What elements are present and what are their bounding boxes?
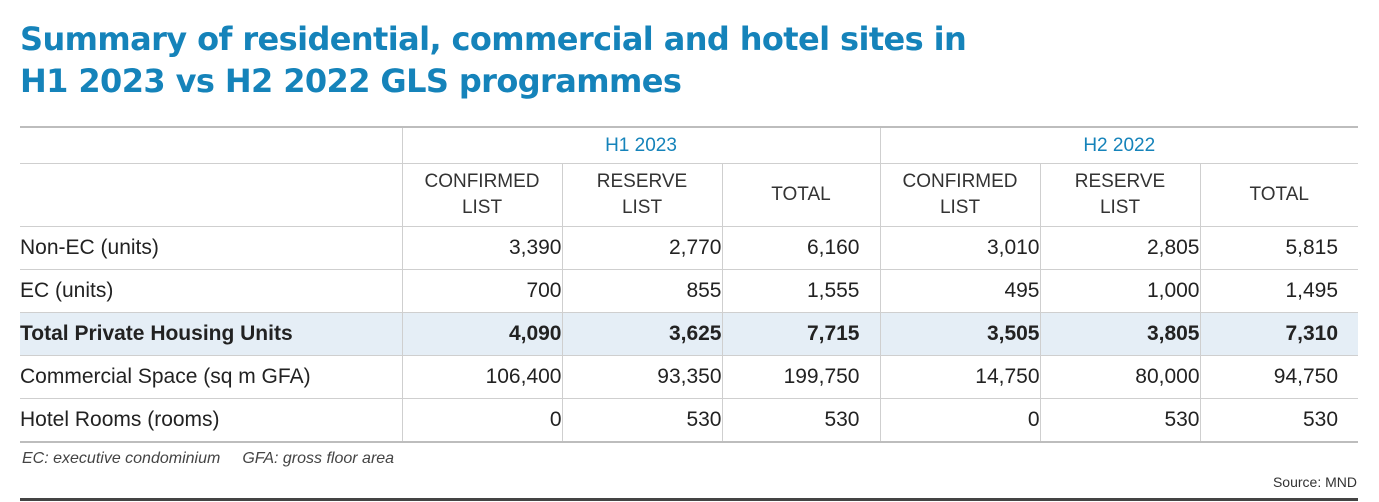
table-cell: 94,750 bbox=[1199, 355, 1359, 399]
table-cell: 3,805 bbox=[1039, 312, 1200, 356]
table-cell: 495 bbox=[879, 269, 1040, 313]
footnote-ec: EC: executive condominium bbox=[22, 450, 221, 467]
table-cell: 1,555 bbox=[721, 269, 880, 313]
table-cell: 530 bbox=[721, 398, 880, 442]
table-cell: 2,805 bbox=[1039, 226, 1200, 270]
table-cell: 106,400 bbox=[401, 355, 562, 399]
column-header-text: RESERVE bbox=[1074, 171, 1166, 192]
table-cell: 14,750 bbox=[879, 355, 1040, 399]
table-cell: 80,000 bbox=[1039, 355, 1200, 399]
column-header-text: TOTAL bbox=[1249, 184, 1309, 205]
table-cell: 3,390 bbox=[401, 226, 562, 270]
footnote-gfa: GFA: gross floor area bbox=[242, 450, 395, 467]
bottom-divider bbox=[20, 498, 1358, 501]
table-cell: 5,815 bbox=[1199, 226, 1359, 270]
group-header-h2-2022: H2 2022 bbox=[879, 127, 1359, 164]
column-header-text: LIST bbox=[1099, 197, 1141, 218]
table-cell: 530 bbox=[1199, 398, 1359, 442]
column-header-h2-total: TOTAL bbox=[1199, 163, 1359, 227]
group-header-h1-2023: H1 2023 bbox=[401, 127, 880, 164]
page-title: Summary of residential, commercial and h… bbox=[20, 18, 1120, 102]
table-row-total-private-housing: Total Private Housing Units 4,090 3,625 … bbox=[20, 312, 1359, 356]
column-header-text: CONFIRMED bbox=[902, 171, 1018, 192]
title-line-2: H1 2023 vs H2 2022 GLS programmes bbox=[20, 62, 682, 100]
table-cell: 7,310 bbox=[1199, 312, 1359, 356]
table-cell: 530 bbox=[1039, 398, 1200, 442]
column-header-text: CONFIRMED bbox=[424, 171, 540, 192]
row-label: Total Private Housing Units bbox=[20, 312, 402, 356]
table-cell: 3,505 bbox=[879, 312, 1040, 356]
table-cell: 199,750 bbox=[721, 355, 880, 399]
row-label: Commercial Space (sq m GFA) bbox=[20, 365, 311, 388]
table-row-non-ec: Non-EC (units) 3,390 2,770 6,160 3,010 2… bbox=[20, 226, 1359, 270]
table-cell: 530 bbox=[561, 398, 722, 442]
column-header-text: RESERVE bbox=[596, 171, 688, 192]
corner-cell bbox=[20, 127, 402, 164]
footnote: EC: executive condominium GFA: gross floo… bbox=[22, 450, 394, 468]
table-row-ec: EC (units) 700 855 1,555 495 1,000 1,495 bbox=[20, 269, 1359, 313]
table-cell: 7,715 bbox=[721, 312, 880, 356]
table-cell: 2,770 bbox=[561, 226, 722, 270]
table-cell: 1,495 bbox=[1199, 269, 1359, 313]
column-header-h2-confirmed: CONFIRMED LIST bbox=[879, 163, 1040, 227]
row-label: EC (units) bbox=[20, 279, 114, 302]
table-cell: 3,010 bbox=[879, 226, 1040, 270]
table-cell: 93,350 bbox=[561, 355, 722, 399]
table-cell: 1,000 bbox=[1039, 269, 1200, 313]
table-cell: 3,625 bbox=[561, 312, 722, 356]
title-line-1: Summary of residential, commercial and h… bbox=[20, 20, 967, 58]
column-header-text: TOTAL bbox=[771, 184, 831, 205]
table-cell: 855 bbox=[561, 269, 722, 313]
column-header-row: CONFIRMED LIST RESERVE LIST TOTAL CONFIR… bbox=[20, 163, 1359, 227]
corner-cell bbox=[20, 164, 402, 227]
row-label: Hotel Rooms (rooms) bbox=[20, 408, 220, 431]
column-header-h1-confirmed: CONFIRMED LIST bbox=[401, 163, 562, 227]
summary-table: H1 2023 H2 2022 CONFIRMED LIST RESERVE L… bbox=[20, 126, 1359, 443]
group-header-row: H1 2023 H2 2022 bbox=[20, 127, 1359, 164]
column-header-h1-reserve: RESERVE LIST bbox=[561, 163, 722, 227]
table-cell: 6,160 bbox=[721, 226, 880, 270]
table-cell: 0 bbox=[879, 398, 1040, 442]
column-header-h1-total: TOTAL bbox=[721, 163, 880, 227]
column-header-text: LIST bbox=[621, 197, 663, 218]
table-row-hotel-rooms: Hotel Rooms (rooms) 0 530 530 0 530 530 bbox=[20, 398, 1359, 442]
column-header-text: LIST bbox=[939, 197, 981, 218]
table-cell: 700 bbox=[401, 269, 562, 313]
table-cell: 4,090 bbox=[401, 312, 562, 356]
table-cell: 0 bbox=[401, 398, 562, 442]
table-row-commercial-space: Commercial Space (sq m GFA) 106,400 93,3… bbox=[20, 355, 1359, 399]
source-credit: Source: MND bbox=[1272, 474, 1357, 490]
column-header-h2-reserve: RESERVE LIST bbox=[1039, 163, 1200, 227]
row-label: Non-EC (units) bbox=[20, 236, 159, 259]
column-header-text: LIST bbox=[461, 197, 503, 218]
